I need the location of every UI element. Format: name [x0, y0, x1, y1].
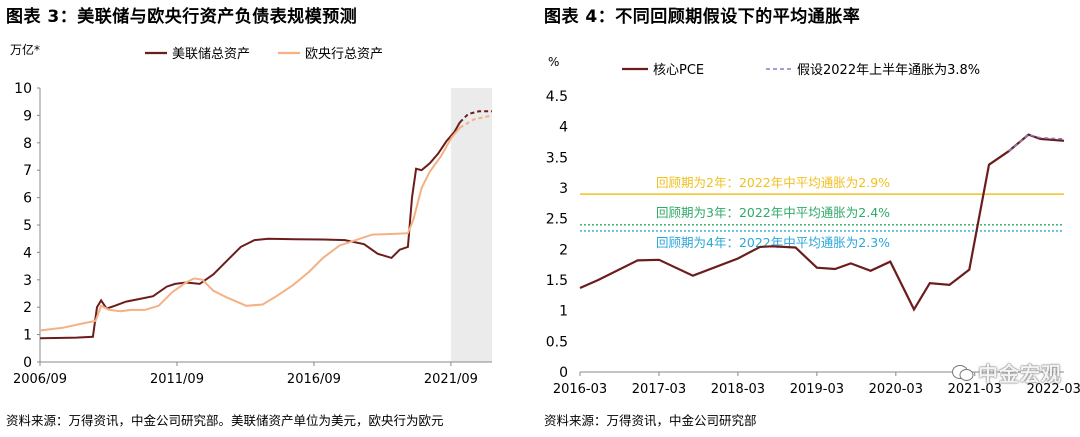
- y-tick-label: 0: [559, 365, 568, 381]
- legend-label-1: 美联储总资产: [172, 47, 250, 62]
- right-chart-title: 图表 4：不同回顾期假设下的平均通胀率: [544, 7, 861, 27]
- reference-label-1: 回顾期为2年：2022年中平均通胀为2.9%: [656, 175, 890, 190]
- left-chart-title: 图表 3：美联储与欧央行资产负债表规模预测: [6, 7, 358, 27]
- series-forecast-line-1: [459, 110, 492, 124]
- y-tick-label: 9: [23, 108, 32, 124]
- y-tick-label: 3: [559, 181, 568, 197]
- y-tick-label: 1.5: [546, 273, 568, 289]
- wechat-icon: [952, 363, 974, 387]
- x-tick-label: 2021/09: [424, 372, 478, 387]
- y-tick-label: 7: [23, 163, 32, 179]
- y-tick-label: 4: [559, 120, 568, 136]
- x-tick-label: 2016-03: [553, 382, 607, 397]
- y-tick-label: 3.5: [546, 150, 568, 166]
- y-unit-label: %: [548, 55, 559, 69]
- legend-label-2: 欧央行总资产: [305, 47, 383, 62]
- series-line-2: [39, 127, 461, 332]
- x-tick-label: 2020-03: [869, 382, 923, 397]
- legend-label-1: 核心PCE: [653, 63, 704, 78]
- x-tick-label: 2011/09: [150, 372, 204, 387]
- right-chart-source: 资料来源：万得资讯，中金公司研究部: [544, 413, 757, 428]
- y-tick-label: 5: [23, 218, 32, 234]
- y-tick-label: 2: [23, 300, 32, 316]
- legend-label-2: 假设2022年上半年通胀为3.8%: [797, 63, 980, 78]
- left-chart: 万亿* 0 1 2 3 4 5 6 7 8 9 10 2006/09 2011/09 2016/09 2021…: [10, 42, 493, 387]
- x-tick-label: 2021-03: [948, 382, 1002, 397]
- y-tick-label: 3: [23, 273, 32, 289]
- reference-label-2: 回顾期为3年：2022年中平均通胀为2.4%: [656, 205, 890, 220]
- x-tick-label: 2006/09: [13, 372, 67, 387]
- x-tick-label: 2017-03: [632, 382, 686, 397]
- y-tick-label: 0.5: [546, 334, 568, 350]
- left-chart-source: 资料来源：万得资讯，中金公司研究部。美联储资产单位为美元，欧央行为欧元: [6, 413, 444, 428]
- y-tick-label: 2: [559, 242, 568, 258]
- forecast-shaded-region: [450, 88, 492, 362]
- x-tick-label: 2019-03: [790, 382, 844, 397]
- y-tick-label: 1: [559, 304, 568, 320]
- y-tick-label: 1: [23, 328, 32, 344]
- watermark: 中金宏观: [952, 358, 1062, 388]
- reference-label-3: 回顾期为4年：2022年中平均通胀为2.3%: [656, 235, 890, 250]
- right-chart: % 0 0.5 1 1.5 2 2.5 3 3.5 4 4.5 2016-03 2017-03 2018-…: [546, 55, 1080, 397]
- left-chart-panel: 图表 3：美联储与欧央行资产负债表规模预测 万亿* 0 1 2 3 4 5 6 7 8 9 10 200…: [0, 0, 530, 437]
- y-tick-label: 6: [23, 191, 32, 207]
- y-unit-label: 万亿*: [10, 42, 40, 57]
- series-line-1: [579, 133, 1065, 312]
- right-chart-panel: 图表 4：不同回顾期假设下的平均通胀率 % 0 0.5 1 1.5 2 2.5 3 3.5 4 4.…: [538, 0, 1080, 437]
- y-tick-label: 0: [23, 355, 32, 371]
- x-tick-label: 2016/09: [287, 372, 341, 387]
- x-tick-label: 2018-03: [711, 382, 765, 397]
- y-tick-label: 2.5: [546, 212, 568, 228]
- series-line-2: [1008, 133, 1065, 152]
- y-tick-label: 8: [23, 136, 32, 152]
- y-tick-label: 10: [14, 81, 32, 97]
- y-tick-label: 4: [23, 245, 32, 261]
- x-tick-label: 2022-03: [1027, 382, 1080, 397]
- watermark-text: 中金宏观: [978, 361, 1062, 386]
- series-forecast-line-2: [459, 114, 493, 129]
- y-tick-label: 4.5: [546, 89, 568, 105]
